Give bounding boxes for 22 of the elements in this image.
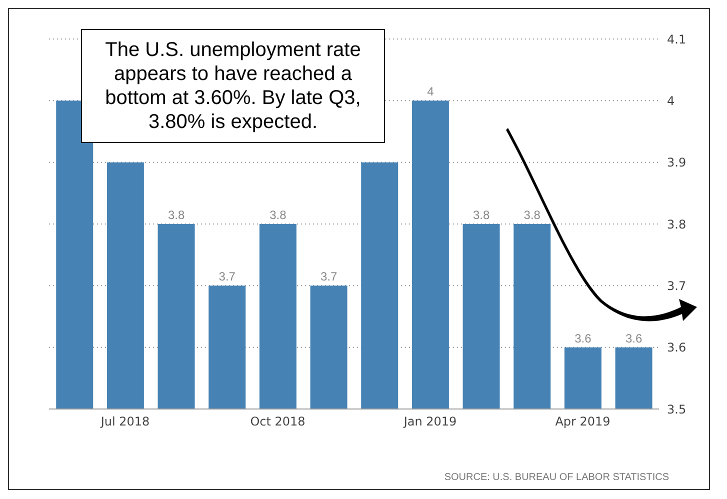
x-tick-label: Jan 2019 — [402, 414, 457, 429]
y-tick-label: 3.6 — [667, 340, 686, 355]
y-tick-label: 4.1 — [667, 32, 686, 46]
data-label: 3.8 — [472, 208, 490, 222]
data-label: 3.6 — [574, 331, 592, 346]
y-tick-label: 3.5 — [667, 402, 686, 416]
y-tick-label: 3.9 — [667, 156, 686, 170]
data-label: 3.8 — [524, 208, 541, 222]
y-tick-label: 3.8 — [667, 217, 686, 232]
data-label: 3.8 — [270, 208, 287, 222]
x-tick-label: Apr 2019 — [555, 414, 610, 429]
y-tick-label: 3.7 — [667, 278, 686, 293]
y-tick-label: 4 — [667, 94, 675, 108]
source-note: SOURCE: U.S. BUREAU OF LABOR STATISTICS — [444, 472, 669, 483]
data-label: 3.7 — [218, 270, 236, 284]
data-label: 3.8 — [168, 208, 185, 222]
data-label: 3.6 — [625, 331, 642, 346]
data-label: 3.7 — [320, 270, 338, 284]
annotation: The U.S. unemployment rate appears to have reached a bottom at 3.60%. By late Q3, 3.80% is expected. — [81, 29, 385, 143]
data-label: 4 — [427, 84, 434, 99]
x-tick-label: Jul 2018 — [100, 414, 150, 429]
x-tick-label: Oct 2018 — [250, 414, 306, 429]
